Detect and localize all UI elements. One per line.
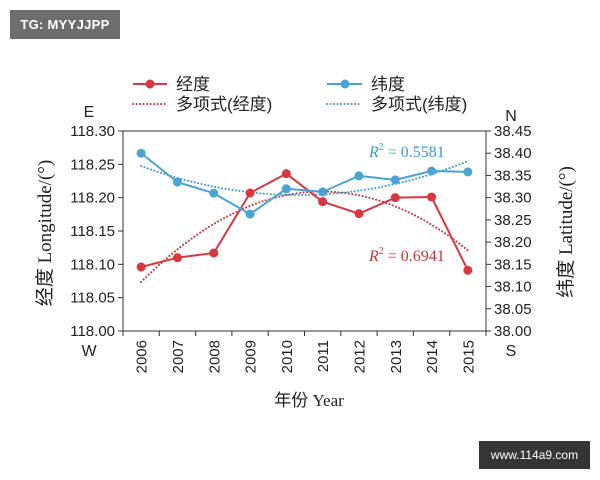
- latitude-point: [354, 171, 364, 181]
- x-tick-label: 2006: [134, 340, 151, 373]
- x-tick-label: 2012: [351, 340, 368, 373]
- left-tick-label: 118.25: [70, 156, 115, 173]
- axis-ticks: 118.00 118.05 118.10 118.15 118.20 118.25 118.…: [70, 123, 531, 373]
- left-tick-label: 118.10: [70, 256, 115, 273]
- x-tick-label: 2011: [315, 340, 332, 372]
- longitude-point: [427, 192, 437, 202]
- legend-item-latitude: 纬度: [327, 75, 405, 94]
- latitude-point: [463, 167, 473, 177]
- left-axis-title: 经度 Longitude/(°): [34, 160, 56, 306]
- longitude-trendline: [140, 190, 469, 284]
- right-tick-label: 38.15: [494, 256, 532, 273]
- latitude-point: [318, 187, 328, 197]
- longitude-point: [463, 265, 473, 275]
- x-tick-label: 2010: [279, 340, 296, 373]
- left-tick-label: 118.20: [70, 190, 115, 207]
- legend-latitude-trend-label: 多项式(纬度): [371, 95, 467, 114]
- legend-item-longitude-trend: 多项式(经度): [132, 95, 272, 114]
- latitude-r-squared-label: R2 = 0.5581: [368, 142, 445, 161]
- longitude-r-squared-exponent: 2: [379, 246, 384, 257]
- legend-longitude-label: 经度: [176, 75, 210, 94]
- latitude-point: [245, 209, 255, 219]
- latitude-trendline: [140, 160, 469, 197]
- latitude-point: [209, 188, 219, 198]
- right-axis-title: 纬度 Latitude/(°): [555, 166, 577, 298]
- right-tick-label: 38.05: [494, 301, 532, 318]
- left-tick-label: 118.15: [70, 223, 115, 240]
- latitude-r-squared-symbol: R: [368, 144, 379, 161]
- left-tick-label: 118.05: [70, 290, 115, 307]
- legend-latitude-marker: [340, 79, 350, 89]
- legend-item-longitude: 经度: [133, 75, 210, 94]
- right-tick-label: 38.35: [494, 167, 532, 184]
- right-tick-label: 38.00: [494, 323, 532, 340]
- right-tick-label: 38.25: [494, 212, 532, 229]
- right-tick-label: 38.45: [494, 123, 532, 140]
- plot-frame: [122, 130, 487, 332]
- longitude-point: [390, 193, 400, 203]
- x-tick-label: 2009: [243, 340, 260, 373]
- longitude-point: [318, 197, 328, 207]
- legend-item-latitude-trend: 多项式(纬度): [326, 95, 467, 114]
- longitude-point: [136, 262, 146, 272]
- latitude-r-squared-exponent: 2: [379, 142, 384, 153]
- right-tick-label: 38.30: [494, 190, 532, 207]
- left-tick-label: 118.30: [70, 123, 115, 140]
- longitude-point: [245, 188, 255, 198]
- longitude-r-squared-symbol: R: [368, 248, 379, 265]
- trendlines: [140, 160, 469, 284]
- left-axis-top-direction: E: [84, 104, 95, 121]
- longitude-point: [209, 248, 219, 258]
- longitude-line: [140, 172, 469, 271]
- longitude-r-squared-label: R2 = 0.6941: [368, 246, 445, 265]
- right-tick-label: 38.10: [494, 279, 532, 296]
- watermark-top-left: TG: MYYJJPP: [10, 10, 120, 39]
- x-tick-label: 2013: [388, 340, 405, 373]
- x-tick-label: 2015: [460, 340, 477, 373]
- legend-latitude-label: 纬度: [371, 75, 405, 94]
- left-axis-bottom-direction: W: [81, 343, 97, 360]
- x-tick-label: 2007: [170, 340, 187, 373]
- left-tick-label: 118.00: [70, 323, 115, 340]
- x-tick-label: 2014: [424, 340, 441, 373]
- right-tick-label: 38.40: [494, 145, 532, 162]
- x-tick-label: 2008: [206, 340, 223, 373]
- right-tick-label: 38.20: [494, 234, 532, 251]
- legend: 经度 纬度 多项式(经度) 多项式(纬度): [132, 75, 467, 114]
- legend-longitude-trend-label: 多项式(经度): [176, 95, 272, 114]
- longitude-point: [354, 209, 364, 219]
- latitude-line: [140, 152, 468, 216]
- latitude-point: [390, 175, 400, 185]
- latitude-point: [427, 166, 437, 176]
- latitude-point: [281, 184, 291, 194]
- latitude-point: [136, 148, 146, 158]
- data-series: [136, 148, 473, 275]
- right-axis-bottom-direction: S: [506, 343, 517, 360]
- latitude-point: [172, 177, 182, 187]
- watermark-bottom-right: www.114a9.com: [479, 441, 590, 469]
- longitude-point: [172, 253, 182, 263]
- right-axis-top-direction: N: [505, 108, 517, 125]
- longitude-r-squared-value: = 0.6941: [388, 248, 445, 265]
- legend-longitude-marker: [145, 79, 155, 89]
- x-axis-title: 年份 Year: [274, 391, 344, 410]
- latitude-r-squared-value: = 0.5581: [388, 144, 445, 161]
- longitude-point: [281, 169, 291, 179]
